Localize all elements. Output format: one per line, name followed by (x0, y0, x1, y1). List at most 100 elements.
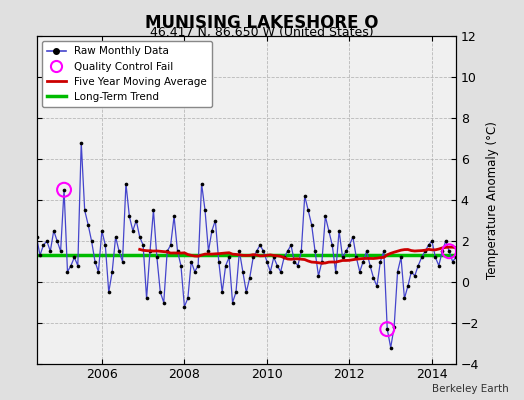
Point (407, 268, 416, 275)
Point (118, 258, 127, 265)
Point (32, 234, 41, 240)
Point (77, 140, 85, 146)
Point (149, 207, 158, 214)
Point (97, 228, 106, 234)
Point (514, 234, 522, 240)
Point (73, 262, 82, 269)
Point (366, 262, 374, 269)
Point (469, 248, 477, 254)
Point (112, 234, 120, 240)
Point (421, 248, 429, 254)
Point (466, 238, 474, 244)
Point (308, 222, 316, 228)
Point (297, 248, 305, 254)
Point (60, 186, 68, 193)
Point (290, 258, 299, 265)
Point (363, 248, 371, 254)
Point (263, 258, 271, 265)
Point (489, 166, 498, 172)
Point (143, 295, 151, 302)
Point (101, 242, 110, 248)
Point (507, 242, 515, 248)
Point (318, 258, 326, 265)
Point (167, 242, 175, 248)
Point (342, 248, 350, 254)
Point (283, 248, 292, 254)
Point (173, 248, 182, 254)
Point (273, 262, 281, 269)
Point (183, 295, 192, 302)
Point (253, 248, 261, 254)
Point (94, 268, 103, 275)
Point (442, 238, 450, 244)
Point (379, 248, 388, 254)
Point (356, 268, 364, 275)
Point (418, 254, 426, 261)
Point (39, 242, 48, 248)
Point (304, 207, 312, 214)
Point (242, 289, 250, 296)
Point (187, 258, 195, 265)
Point (493, 176, 501, 183)
Point (431, 254, 440, 261)
Point (277, 268, 285, 275)
Point (403, 283, 412, 289)
Point (88, 238, 96, 244)
Point (246, 275, 254, 281)
Point (198, 180, 206, 187)
Point (146, 248, 154, 254)
Point (266, 268, 275, 275)
Point (452, 254, 460, 261)
Point (218, 289, 226, 296)
Point (445, 248, 453, 254)
Point (383, 326, 391, 332)
Point (476, 248, 484, 254)
Point (122, 180, 130, 187)
Point (228, 299, 237, 306)
Text: 46.417 N, 86.650 W (United States): 46.417 N, 86.650 W (United States) (150, 26, 374, 39)
Point (132, 217, 140, 224)
Point (520, 238, 524, 244)
Point (473, 262, 481, 269)
Point (81, 207, 89, 214)
Point (269, 254, 278, 261)
Point (180, 303, 189, 310)
Point (414, 262, 422, 269)
Point (394, 268, 402, 275)
Point (301, 193, 309, 199)
Point (208, 228, 216, 234)
Point (160, 299, 168, 306)
Point (324, 228, 333, 234)
Y-axis label: Temperature Anomaly (°C): Temperature Anomaly (°C) (486, 121, 499, 279)
Point (387, 344, 395, 351)
Point (314, 273, 323, 279)
Point (428, 238, 436, 244)
Point (458, 234, 467, 240)
Point (91, 258, 99, 265)
Point (238, 268, 247, 275)
Point (376, 258, 385, 265)
Point (390, 324, 398, 330)
Point (46, 248, 54, 254)
Point (125, 213, 134, 220)
Point (42, 238, 51, 244)
Point (204, 248, 213, 254)
Point (280, 254, 288, 261)
Point (57, 248, 65, 254)
Point (462, 228, 471, 234)
Point (517, 207, 524, 214)
Point (222, 262, 230, 269)
Legend: Raw Monthly Data, Quality Control Fail, Five Year Moving Average, Long-Term Tren: Raw Monthly Data, Quality Control Fail, … (42, 41, 212, 107)
Point (411, 273, 419, 279)
Point (177, 262, 185, 269)
Point (232, 289, 240, 296)
Point (445, 248, 453, 254)
Point (60, 186, 68, 193)
Point (397, 254, 405, 261)
Point (136, 234, 144, 240)
Point (108, 268, 116, 275)
Point (67, 262, 75, 269)
Point (53, 238, 61, 244)
Point (359, 258, 367, 265)
Point (115, 248, 123, 254)
